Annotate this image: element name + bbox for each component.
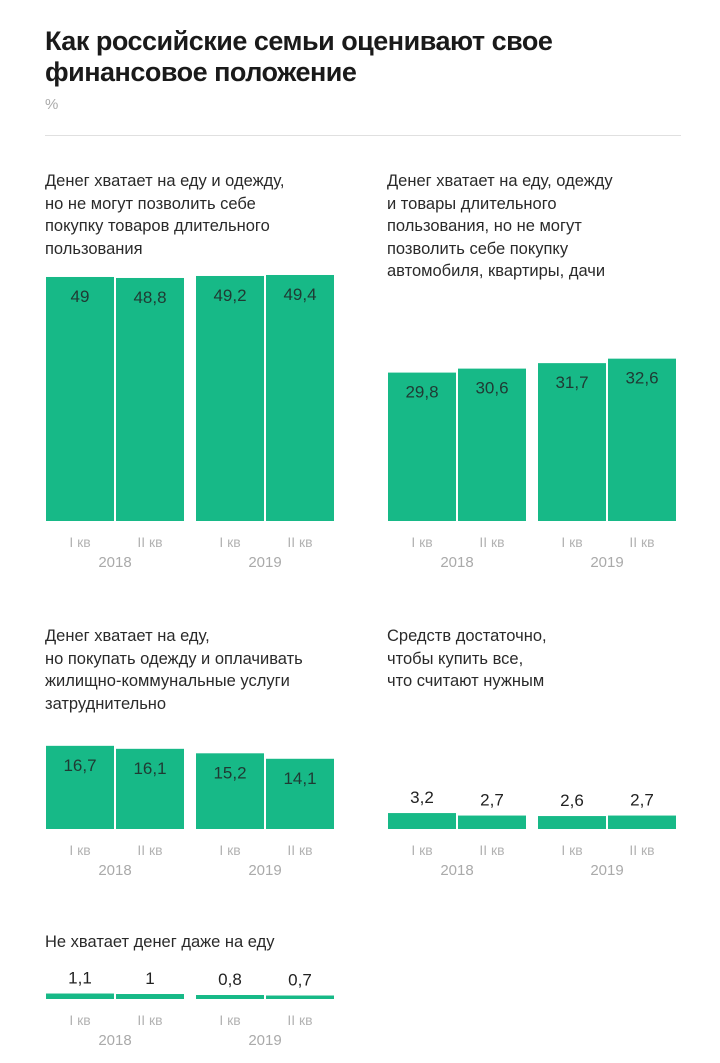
bar-4 (266, 758, 334, 829)
chart-enough-everything: 3,2 I кв 2,7 II кв 2,6 I кв 2,7 II кв 2018 2019 (388, 788, 676, 879)
page-title: Как российские семьи оценивают свое фина… (45, 26, 553, 87)
bar-3 (196, 275, 264, 521)
year-tick-label: 2018 (98, 554, 131, 571)
data-label: 49,2 (213, 286, 246, 305)
year-tick-label: 2019 (590, 862, 623, 879)
quarter-tick-label: I кв (411, 534, 432, 550)
quarter-tick-label: II кв (287, 534, 312, 550)
panel-title-durables: Денег хватает на еду, одежду и товары дл… (387, 172, 613, 280)
quarter-tick-label: I кв (69, 534, 90, 550)
quarter-tick-label: I кв (219, 1012, 240, 1028)
bar-2 (116, 748, 184, 829)
data-label: 49,4 (283, 285, 316, 304)
data-label: 32,6 (625, 369, 658, 388)
chart-food-clothes: 49 I кв 48,8 II кв 49,2 I кв 49,4 II кв 2018 2019 (46, 274, 334, 571)
data-label: 30,6 (475, 379, 508, 398)
bar-3 (196, 753, 264, 829)
quarter-tick-label: I кв (561, 842, 582, 858)
unit-label: % (45, 96, 59, 113)
quarter-tick-label: II кв (479, 842, 504, 858)
quarter-tick-label: II кв (287, 842, 312, 858)
quarter-tick-label: II кв (137, 1012, 162, 1028)
data-label: 2,7 (630, 791, 654, 810)
quarter-tick-label: I кв (69, 1012, 90, 1028)
data-label: 48,8 (133, 288, 166, 307)
bar-2 (458, 368, 526, 521)
year-tick-label: 2019 (248, 554, 281, 571)
bar-4 (608, 358, 676, 521)
bar-3 (538, 816, 606, 829)
chart-not-enough-food: 1,1 I кв 1 II кв 0,8 I кв 0,7 II кв 2018 2019 (46, 969, 334, 1049)
data-label: 1,1 (68, 969, 92, 988)
data-label: 2,7 (480, 791, 504, 810)
quarter-tick-label: II кв (479, 534, 504, 550)
bar-3 (538, 363, 606, 521)
data-label: 16,7 (63, 756, 96, 775)
bar-2 (116, 994, 184, 999)
bar-1 (388, 813, 456, 829)
data-label: 15,2 (213, 763, 246, 782)
bar-1 (388, 372, 456, 521)
data-label: 49 (71, 287, 90, 306)
chart-durables: 29,8 I кв 30,6 II кв 31,7 I кв 32,6 II кв 2018 20… (388, 358, 676, 571)
chart-food-only: 16,7 I кв 16,1 II кв 15,2 I кв 14,1 II кв 2018 20… (46, 745, 334, 879)
year-tick-label: 2018 (440, 554, 473, 571)
panel-title-enough-everything: Средств достаточно, чтобы купить все, чт… (387, 627, 547, 690)
quarter-tick-label: I кв (411, 842, 432, 858)
data-label: 0,8 (218, 970, 242, 989)
bar-4 (608, 815, 676, 829)
quarter-tick-label: II кв (137, 534, 162, 550)
data-label: 1 (145, 969, 154, 988)
quarter-tick-label: I кв (219, 534, 240, 550)
bar-2 (458, 815, 526, 829)
bar-1 (46, 745, 114, 829)
panel-title-food-only: Денег хватает на еду, но покупать одежду… (45, 627, 303, 713)
year-tick-label: 2018 (98, 862, 131, 879)
data-label: 14,1 (283, 769, 316, 788)
data-label: 31,7 (555, 373, 588, 392)
quarter-tick-label: II кв (629, 534, 654, 550)
bar-4 (266, 274, 334, 521)
panel-title-not-enough-food: Не хватает денег даже на еду (45, 933, 275, 951)
year-tick-label: 2018 (98, 1032, 131, 1049)
bar-3 (196, 995, 264, 999)
quarter-tick-label: I кв (219, 842, 240, 858)
header-divider (45, 135, 681, 136)
year-tick-label: 2019 (590, 554, 623, 571)
data-label: 16,1 (133, 759, 166, 778)
year-tick-label: 2019 (248, 1032, 281, 1049)
year-tick-label: 2018 (440, 862, 473, 879)
quarter-tick-label: I кв (69, 842, 90, 858)
bar-1 (46, 993, 114, 999)
bar-2 (116, 277, 184, 521)
bar-4 (266, 995, 334, 999)
bar-1 (46, 276, 114, 521)
data-label: 2,6 (560, 791, 584, 810)
data-label: 29,8 (405, 383, 438, 402)
quarter-tick-label: II кв (287, 1012, 312, 1028)
data-label: 0,7 (288, 971, 312, 990)
year-tick-label: 2019 (248, 862, 281, 879)
quarter-tick-label: I кв (561, 534, 582, 550)
quarter-tick-label: II кв (137, 842, 162, 858)
data-label: 3,2 (410, 788, 434, 807)
quarter-tick-label: II кв (629, 842, 654, 858)
panel-title-food-clothes: Денег хватает на еду и одежду, но не мог… (45, 172, 285, 258)
